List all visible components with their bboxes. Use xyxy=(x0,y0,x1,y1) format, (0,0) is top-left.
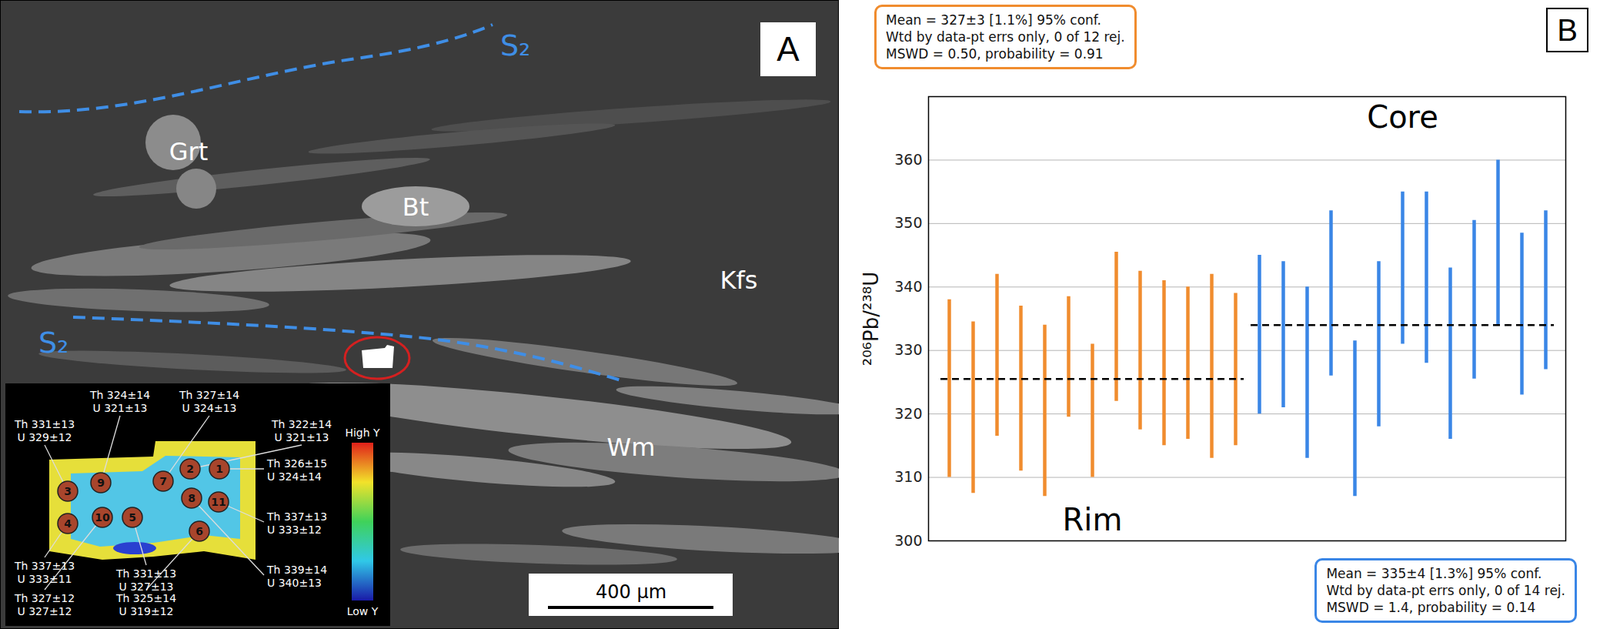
svg-text:6: 6 xyxy=(195,524,204,538)
svg-text:Th 331±13U 329±12: Th 331±13U 329±12 xyxy=(13,417,75,444)
svg-text:Rim: Rim xyxy=(1062,501,1123,538)
svg-text:1: 1 xyxy=(215,462,224,475)
html-text:Mean = 335±4 [1.3%] 95% conf.: Mean = 335±4 [1.3%] 95% conf. Wtd by dat… xyxy=(1326,565,1566,615)
svg-text:S₂: S₂ xyxy=(500,28,531,63)
svg-text:7: 7 xyxy=(159,474,168,488)
html-text:²⁰⁶Pb/²³⁸U: ²⁰⁶Pb/²³⁸U xyxy=(859,271,883,366)
svg-text:Th 322±14U 321±13: Th 322±14U 321±13 xyxy=(270,417,332,444)
svg-text:Kfs: Kfs xyxy=(720,265,759,295)
svg-text:Core: Core xyxy=(1366,99,1439,135)
svg-text:Th 337±13U 333±11: Th 337±13U 333±11 xyxy=(13,559,75,585)
svg-text:9: 9 xyxy=(96,476,105,489)
svg-text:Th 331±13U 327±13: Th 331±13U 327±13 xyxy=(115,567,177,593)
svg-text:8: 8 xyxy=(187,491,196,505)
svg-text:4: 4 xyxy=(63,517,72,530)
svg-text:360: 360 xyxy=(894,150,922,168)
svg-text:5: 5 xyxy=(128,511,137,524)
html-text:Mean = 327±3 [1.1%] 95% conf.: Mean = 327±3 [1.1%] 95% conf. Wtd by dat… xyxy=(885,12,1125,62)
svg-text:300: 300 xyxy=(894,531,922,549)
svg-text:310: 310 xyxy=(894,467,922,485)
svg-text:Th 339±14U 340±13: Th 339±14U 340±13 xyxy=(266,563,328,589)
svg-text:Th 327±12U 327±12: Th 327±12U 327±12 xyxy=(13,591,75,618)
svg-text:340: 340 xyxy=(894,277,922,295)
svg-text:3: 3 xyxy=(63,484,72,498)
svg-text:Grt: Grt xyxy=(169,136,209,167)
svg-text:Low Y: Low Y xyxy=(347,604,379,618)
html-text:B: B xyxy=(1557,13,1578,47)
svg-text:Th 326±15U 324±14: Th 326±15U 324±14 xyxy=(266,457,328,483)
svg-text:Bt: Bt xyxy=(402,192,430,222)
svg-text:Th 325±14U 319±12: Th 325±14U 319±12 xyxy=(115,591,177,618)
svg-text:10: 10 xyxy=(94,511,111,524)
svg-text:A: A xyxy=(776,30,800,68)
svg-text:350: 350 xyxy=(894,213,922,231)
svg-text:400 μm: 400 μm xyxy=(595,581,667,603)
svg-text:Wm: Wm xyxy=(607,432,656,462)
svg-text:High Y: High Y xyxy=(344,426,381,439)
svg-text:330: 330 xyxy=(894,340,922,358)
svg-text:Th 324±14U 321±13: Th 324±14U 321±13 xyxy=(89,388,151,415)
svg-text:Th 327±14U 324±13: Th 327±14U 324±13 xyxy=(178,388,240,415)
svg-text:11: 11 xyxy=(210,495,226,508)
svg-text:2: 2 xyxy=(186,462,194,475)
svg-text:320: 320 xyxy=(894,404,922,422)
svg-text:S₂: S₂ xyxy=(38,325,69,360)
svg-text:Th 337±13U 333±12: Th 337±13U 333±12 xyxy=(266,510,328,536)
